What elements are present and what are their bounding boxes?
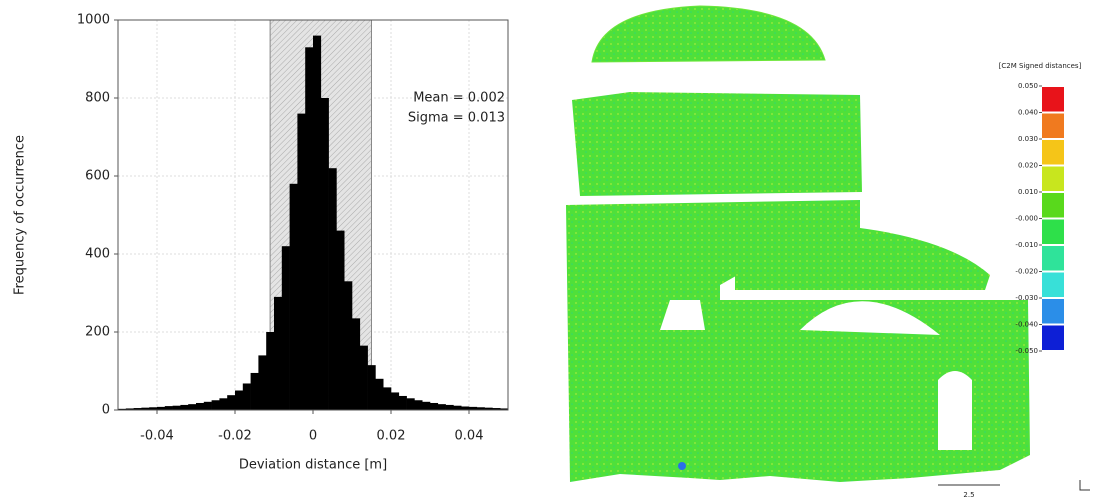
x-tick-label: -0.02 [218, 429, 252, 444]
color-swatch [1042, 114, 1064, 139]
y-tick-label: 0 [102, 403, 110, 418]
bar [438, 404, 446, 410]
bar [212, 400, 220, 410]
bar [196, 403, 204, 410]
color-swatch [1042, 326, 1064, 351]
color-swatch [1042, 140, 1064, 165]
bar [360, 346, 368, 410]
axis-icon [1080, 480, 1090, 490]
colorbar-label: 0.010 [1018, 188, 1038, 196]
bar [453, 406, 461, 410]
bar [305, 47, 313, 410]
colorbar-label: 0.030 [1018, 135, 1038, 143]
colorbar-label: -0.000 [1015, 215, 1038, 223]
color-swatch [1042, 220, 1064, 245]
colorbar-label: -0.030 [1015, 294, 1038, 302]
colorbar-title: [C2M Signed distances] [999, 62, 1082, 70]
x-tick-label: 0 [309, 429, 317, 444]
annotation: Mean = 0.002 [413, 91, 505, 106]
bar [243, 383, 251, 410]
bar [274, 297, 282, 410]
colorbar-label: 0.050 [1018, 82, 1038, 90]
x-tick-label: 0.02 [377, 429, 406, 444]
color-swatch [1042, 167, 1064, 192]
y-tick-label: 400 [85, 247, 110, 262]
y-tick-label: 800 [85, 91, 110, 106]
colorbar-label: 0.040 [1018, 109, 1038, 117]
bar [336, 231, 344, 410]
colorbar-label: -0.010 [1015, 241, 1038, 249]
y-tick-label: 600 [85, 169, 110, 184]
color-swatch [1042, 193, 1064, 218]
bar [219, 398, 227, 410]
x-tick-label: 0.04 [455, 429, 484, 444]
y-tick-label: 1000 [77, 13, 110, 28]
bar [375, 379, 383, 410]
bar [266, 332, 274, 410]
bar [290, 184, 298, 410]
bar [407, 398, 415, 410]
bar [461, 406, 469, 410]
color-swatch [1042, 87, 1064, 112]
bar [414, 400, 422, 410]
colorbar-label: -0.040 [1015, 321, 1038, 329]
color-swatch [1042, 246, 1064, 271]
annotation: Sigma = 0.013 [408, 111, 505, 126]
bar [173, 406, 181, 410]
x-tick-label: -0.04 [140, 429, 174, 444]
figure: 02004006008001000-0.04-0.0200.020.04Devi… [0, 0, 1096, 503]
bar [251, 373, 259, 410]
point-cloud [566, 6, 1030, 482]
colorbar-label: -0.050 [1015, 347, 1038, 355]
scale-label: 2.5 [963, 491, 974, 499]
bar [204, 402, 212, 410]
y-axis-label: Frequency of occurrence [13, 135, 28, 295]
bar [430, 403, 438, 410]
bar [258, 355, 266, 410]
bar [446, 405, 454, 410]
colorbar-label: 0.020 [1018, 162, 1038, 170]
bar [188, 404, 196, 410]
colorbar-label: -0.020 [1015, 268, 1038, 276]
color-swatch [1042, 299, 1064, 324]
bar [329, 168, 337, 410]
bar [297, 114, 305, 410]
bar [321, 98, 329, 410]
bar [352, 318, 360, 410]
bar [165, 406, 173, 410]
bar [227, 395, 235, 410]
bar [235, 391, 243, 411]
bar [422, 402, 430, 410]
y-tick-label: 200 [85, 325, 110, 340]
bar [344, 281, 352, 410]
bar [282, 246, 290, 410]
bar [383, 387, 391, 410]
color-swatch [1042, 273, 1064, 298]
bar [313, 36, 321, 410]
x-axis-label: Deviation distance [m] [239, 458, 387, 473]
bar [399, 396, 407, 410]
bar [368, 365, 376, 410]
bar [391, 392, 399, 410]
bar [180, 405, 188, 410]
